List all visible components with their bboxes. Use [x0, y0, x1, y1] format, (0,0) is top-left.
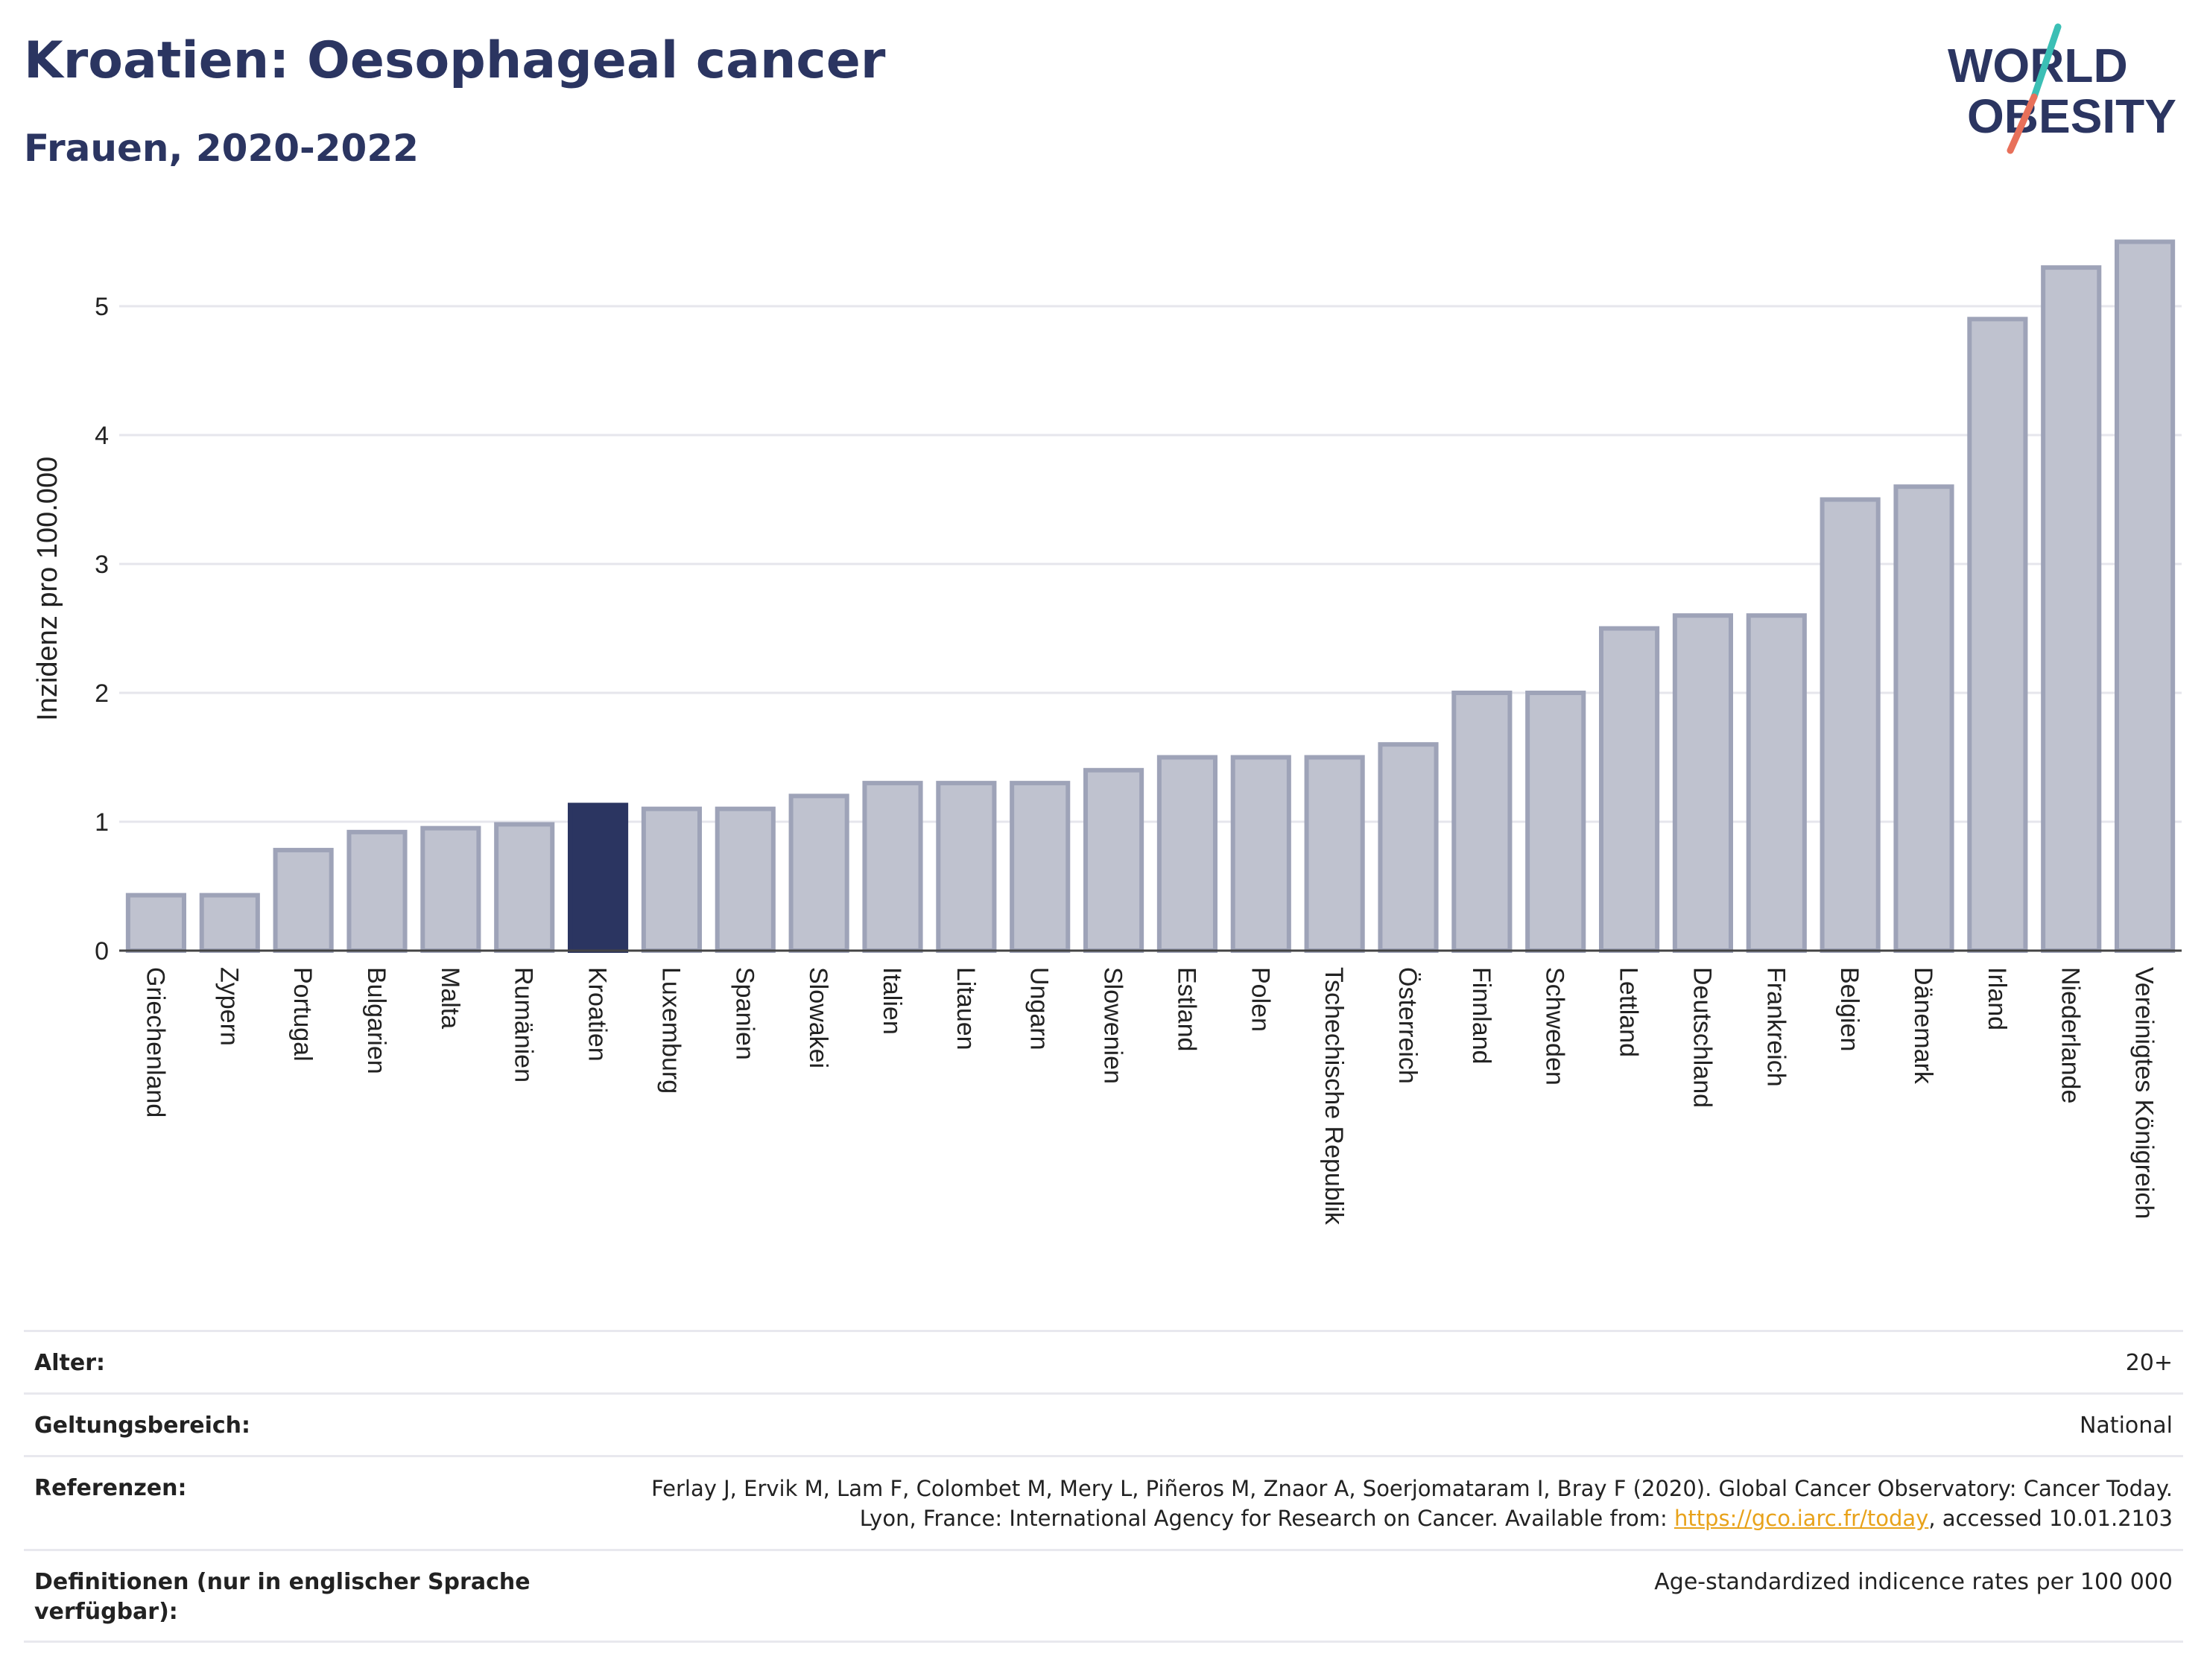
x-tick-label: Malta: [436, 967, 464, 1029]
x-tick-label: Lettland: [1615, 967, 1643, 1057]
bar-8: [715, 806, 776, 953]
references-text: Ferlay J, Ervik M, Lam F, Colombet M, Me…: [651, 1476, 2173, 1531]
x-tick-label: Dänemark: [1909, 967, 1937, 1085]
bar-15: [1230, 755, 1291, 953]
meta-row-scope: Geltungsbereich: National: [24, 1392, 2183, 1455]
x-tick-label: Slowenien: [1099, 967, 1127, 1084]
meta-label-scope: Geltungsbereich:: [34, 1413, 251, 1439]
meta-row-definitions: Definitionen (nur in englischer Sprache …: [24, 1549, 2183, 1643]
bar-9: [788, 793, 849, 954]
y-axis-label: Inzidenz pro 100.000: [32, 457, 63, 721]
bar-3: [346, 829, 408, 953]
y-tick-label: 1: [95, 808, 109, 837]
x-tick-label: Niederlande: [2056, 967, 2085, 1103]
y-tick-label: 4: [95, 422, 109, 450]
bar-26: [2041, 265, 2102, 954]
meta-value-references: Ferlay J, Ervik M, Lam F, Colombet M, Me…: [601, 1474, 2183, 1533]
x-tick-label: Tschechische Republik: [1320, 967, 1348, 1226]
meta-label-references: Referenzen:: [34, 1475, 187, 1501]
bar-12: [1010, 781, 1071, 953]
bar-11: [936, 781, 997, 953]
meta-row-age: Alter: 20+: [24, 1330, 2183, 1392]
meta-value-age: 20+: [2125, 1350, 2173, 1376]
bar-17: [1378, 742, 1439, 953]
logo-slash-bottom: [2007, 93, 2038, 154]
meta-label-age: Alter:: [34, 1350, 105, 1376]
logo-line2: OBESITY: [1967, 89, 2176, 143]
y-axis-ticks: 0 1 2 3 4 5: [95, 293, 109, 966]
x-tick-label: Vereinigtes Königreich: [2130, 967, 2159, 1219]
world-obesity-logo: WORLD OBESITY: [1948, 23, 2176, 154]
logo-slash-top: [2030, 23, 2062, 101]
x-tick-label: Schweden: [1541, 967, 1569, 1085]
x-tick-label: Irland: [1983, 967, 2011, 1030]
x-tick-label: Finnland: [1467, 967, 1495, 1064]
bar-24: [1893, 484, 1954, 953]
bar-20: [1599, 626, 1660, 953]
meta-value-scope: National: [2079, 1413, 2173, 1439]
bar-2: [273, 848, 334, 954]
chart-subtitle: Frauen, 2020-2022: [24, 127, 419, 170]
meta-value-definitions: Age-standardized indicence rates per 100…: [1654, 1569, 2173, 1595]
bar-0: [125, 893, 186, 953]
y-tick-label: 2: [95, 679, 109, 708]
x-tick-label: Italien: [878, 967, 906, 1035]
x-tick-label: Litauen: [951, 967, 980, 1050]
x-tick-label: Slowakei: [804, 967, 832, 1068]
bar-13: [1083, 767, 1144, 954]
y-tick-label: 0: [95, 937, 109, 966]
bar-21: [1672, 613, 1733, 953]
bar-19: [1525, 691, 1586, 953]
bar-18: [1451, 691, 1513, 953]
chart-title: Kroatien: Oesophageal cancer: [24, 31, 886, 90]
x-tick-label: Kroatien: [583, 967, 612, 1062]
references-link[interactable]: https://gco.iarc.fr/today: [1673, 1506, 1929, 1531]
bar-7: [641, 806, 702, 953]
x-tick-label: Ungarn: [1025, 967, 1054, 1050]
x-tick-label: Frankreich: [1761, 967, 1790, 1087]
bar-6: [568, 802, 629, 954]
bar-16: [1304, 755, 1365, 953]
x-tick-label: Portugal: [288, 967, 317, 1062]
bar-25: [1967, 317, 2028, 953]
x-tick-label: Rumänien: [510, 967, 538, 1083]
x-tick-label: Belgien: [1835, 967, 1863, 1051]
x-tick-label: Bulgarien: [362, 967, 390, 1074]
bar-4: [420, 825, 481, 954]
y-tick-label: 3: [95, 551, 109, 579]
x-tick-label: Polen: [1246, 967, 1274, 1032]
y-tick-label: 5: [95, 293, 109, 321]
x-axis-labels: Griechenland Zypern Portugal Bulgarien Malta…: [141, 967, 2158, 1226]
metadata-table: Alter: 20+ Geltungsbereich: National Ref…: [24, 1330, 2183, 1643]
bar-23: [1820, 497, 1881, 953]
x-tick-label: Estland: [1172, 967, 1200, 1051]
x-tick-label: Deutschland: [1688, 967, 1716, 1108]
bar-1: [199, 893, 260, 953]
meta-row-references: Referenzen: Ferlay J, Ervik M, Lam F, Co…: [24, 1455, 2183, 1549]
references-accessed: , accessed 10.01.2103: [1928, 1506, 2173, 1531]
x-tick-label: Zypern: [215, 967, 243, 1046]
bar-27: [2115, 239, 2176, 953]
x-tick-label: Griechenland: [141, 967, 169, 1118]
bar-14: [1156, 755, 1217, 953]
bar-5: [494, 822, 555, 953]
x-tick-label: Österreich: [1393, 967, 1422, 1084]
x-tick-label: Spanien: [730, 967, 759, 1060]
x-tick-label: Luxemburg: [656, 967, 685, 1094]
bar-10: [862, 781, 923, 953]
chart-bars: [125, 239, 2176, 954]
bar-chart: 0 1 2 3 4 5 Griechenland Zypern Portugal Bulgari…: [32, 239, 2182, 1226]
meta-label-definitions: Definitionen (nur in englischer Sprache …: [34, 1569, 531, 1625]
bar-22: [1746, 613, 1807, 953]
